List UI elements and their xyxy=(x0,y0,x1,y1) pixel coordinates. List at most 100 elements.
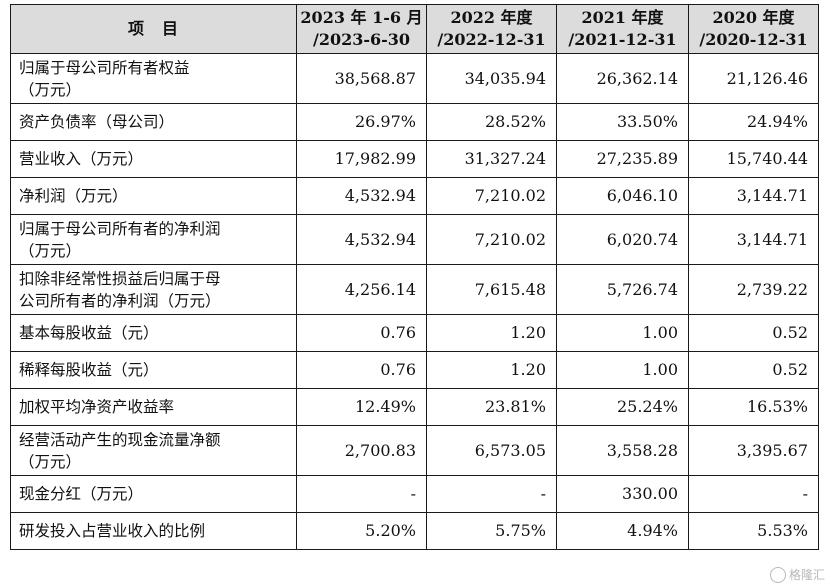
header-2023h1: 2023 年 1-6 月 /2023-6-30 xyxy=(296,4,427,54)
value-cell: 1.00 xyxy=(556,351,689,389)
header-line: 2023 年 1-6 月 xyxy=(300,8,423,27)
table-row: 扣除非经常性损益后归属于母 公司所有者的净利润（万元） 4,256.14 7,615.… xyxy=(10,264,819,315)
row-label: 净利润（万元） xyxy=(10,177,297,215)
row-label-line: 现金分红（万元） xyxy=(19,485,144,503)
row-label-line: 扣除非经常性损益后归属于母 xyxy=(19,269,221,288)
row-label-line: 归属于母公司所有者的净利润 xyxy=(19,219,221,238)
value-cell: 23.81% xyxy=(426,388,557,426)
table-header: 项 目 2023 年 1-6 月 /2023-6-30 2022 年度 /202… xyxy=(10,4,819,54)
value-cell: 3,395.67 xyxy=(688,425,819,476)
row-label: 资产负债率（母公司） xyxy=(10,103,297,141)
value-cell: 33.50% xyxy=(556,103,689,141)
value-cell: 3,144.71 xyxy=(688,214,819,265)
table-row: 营业收入（万元） 17,982.99 31,327.24 27,235.89 15,74… xyxy=(10,140,819,178)
value-cell: 17,982.99 xyxy=(296,140,427,178)
value-cell: 38,568.87 xyxy=(296,53,427,104)
value-cell: 1.20 xyxy=(426,314,557,352)
value-cell: 0.52 xyxy=(688,351,819,389)
row-label: 加权平均净资产收益率 xyxy=(10,388,297,426)
value-cell: 24.94% xyxy=(688,103,819,141)
table-row: 加权平均净资产收益率 12.49% 23.81% 25.24% 16.53% xyxy=(10,388,819,426)
value-cell: 7,210.02 xyxy=(426,177,557,215)
header-line: /2022-12-31 xyxy=(437,30,546,49)
header-line: 2022 年度 xyxy=(450,8,533,27)
value-cell: 3,558.28 xyxy=(556,425,689,476)
row-label-line: （万元） xyxy=(19,241,82,260)
table-row: 研发投入占营业收入的比例 5.20% 5.75% 4.94% 5.53% xyxy=(10,512,819,550)
row-label: 归属于母公司所有者权益 （万元） xyxy=(10,53,297,104)
value-cell: 28.52% xyxy=(426,103,557,141)
value-cell: 16.53% xyxy=(688,388,819,426)
value-cell: - xyxy=(426,475,557,513)
value-cell: 26.97% xyxy=(296,103,427,141)
table-row: 归属于母公司所有者权益 （万元） 38,568.87 34,035.94 26,362.… xyxy=(10,53,819,104)
row-label-line: 经营活动产生的现金流量净额 xyxy=(19,430,221,449)
value-cell: 5.53% xyxy=(688,512,819,550)
row-label: 基本每股收益（元） xyxy=(10,314,297,352)
value-cell: 7,210.02 xyxy=(426,214,557,265)
header-2020: 2020 年度 /2020-12-31 xyxy=(688,4,819,54)
table-row: 基本每股收益（元） 0.76 1.20 1.00 0.52 xyxy=(10,314,819,352)
header-line: /2021-12-31 xyxy=(568,30,677,49)
table-row: 经营活动产生的现金流量净额 （万元） 2,700.83 6,573.05 3,558.2… xyxy=(10,425,819,476)
value-cell: 34,035.94 xyxy=(426,53,557,104)
table-row: 资产负债率（母公司） 26.97% 28.52% 33.50% 24.94% xyxy=(10,103,819,141)
value-cell: 0.76 xyxy=(296,314,427,352)
row-label: 归属于母公司所有者的净利润 （万元） xyxy=(10,214,297,265)
row-label-line: 基本每股收益（元） xyxy=(19,324,159,342)
value-cell: 27,235.89 xyxy=(556,140,689,178)
row-label: 营业收入（万元） xyxy=(10,140,297,178)
value-cell: 7,615.48 xyxy=(426,264,557,315)
table-row: 归属于母公司所有者的净利润 （万元） 4,532.94 7,210.02 6,020.7… xyxy=(10,214,819,265)
value-cell: 1.00 xyxy=(556,314,689,352)
watermark-text: 格隆汇 xyxy=(788,568,825,582)
header-2021: 2021 年度 /2021-12-31 xyxy=(556,4,689,54)
row-label-line: （万元） xyxy=(19,80,82,99)
value-cell: 2,700.83 xyxy=(296,425,427,476)
header-line: /2023-6-30 xyxy=(312,30,411,49)
row-label-line: 净利润（万元） xyxy=(19,187,128,205)
value-cell: 21,126.46 xyxy=(688,53,819,104)
row-label: 现金分红（万元） xyxy=(10,475,297,513)
value-cell: 5.75% xyxy=(426,512,557,550)
value-cell: 15,740.44 xyxy=(688,140,819,178)
value-cell: 4,532.94 xyxy=(296,214,427,265)
row-label-line: 加权平均净资产收益率 xyxy=(19,398,175,416)
row-label-line: 资产负债率（母公司） xyxy=(19,113,175,131)
value-cell: - xyxy=(688,475,819,513)
value-cell: 5,726.74 xyxy=(556,264,689,315)
header-item: 项 目 xyxy=(10,4,297,54)
row-label-line: （万元） xyxy=(19,452,82,471)
watermark: 格隆汇 xyxy=(769,566,825,583)
header-2022: 2022 年度 /2022-12-31 xyxy=(426,4,557,54)
header-row: 项 目 2023 年 1-6 月 /2023-6-30 2022 年度 /202… xyxy=(10,4,819,54)
value-cell: 1.20 xyxy=(426,351,557,389)
value-cell: 6,020.74 xyxy=(556,214,689,265)
header-line: /2020-12-31 xyxy=(699,30,808,49)
value-cell: 4,532.94 xyxy=(296,177,427,215)
table-row: 稀释每股收益（元） 0.76 1.20 1.00 0.52 xyxy=(10,351,819,389)
row-label: 扣除非经常性损益后归属于母 公司所有者的净利润（万元） xyxy=(10,264,297,315)
row-label: 研发投入占营业收入的比例 xyxy=(10,512,297,550)
value-cell: - xyxy=(296,475,427,513)
value-cell: 6,573.05 xyxy=(426,425,557,476)
row-label-line: 稀释每股收益（元） xyxy=(19,361,159,379)
row-label: 稀释每股收益（元） xyxy=(10,351,297,389)
table-row: 净利润（万元） 4,532.94 7,210.02 6,046.10 3,144.71 xyxy=(10,177,819,215)
row-label-line: 公司所有者的净利润（万元） xyxy=(19,291,221,310)
value-cell: 0.52 xyxy=(688,314,819,352)
header-line: 2021 年度 xyxy=(581,8,664,27)
row-label-line: 归属于母公司所有者权益 xyxy=(19,58,190,77)
value-cell: 3,144.71 xyxy=(688,177,819,215)
table-body: 归属于母公司所有者权益 （万元） 38,568.87 34,035.94 26,362.… xyxy=(10,53,819,550)
value-cell: 4.94% xyxy=(556,512,689,550)
row-label-line: 研发投入占营业收入的比例 xyxy=(19,522,206,540)
value-cell: 4,256.14 xyxy=(296,264,427,315)
value-cell: 330.00 xyxy=(556,475,689,513)
header-line: 2020 年度 xyxy=(712,8,795,27)
value-cell: 2,739.22 xyxy=(688,264,819,315)
value-cell: 26,362.14 xyxy=(556,53,689,104)
row-label: 经营活动产生的现金流量净额 （万元） xyxy=(10,425,297,476)
gelonghui-logo-icon xyxy=(769,566,786,583)
value-cell: 0.76 xyxy=(296,351,427,389)
